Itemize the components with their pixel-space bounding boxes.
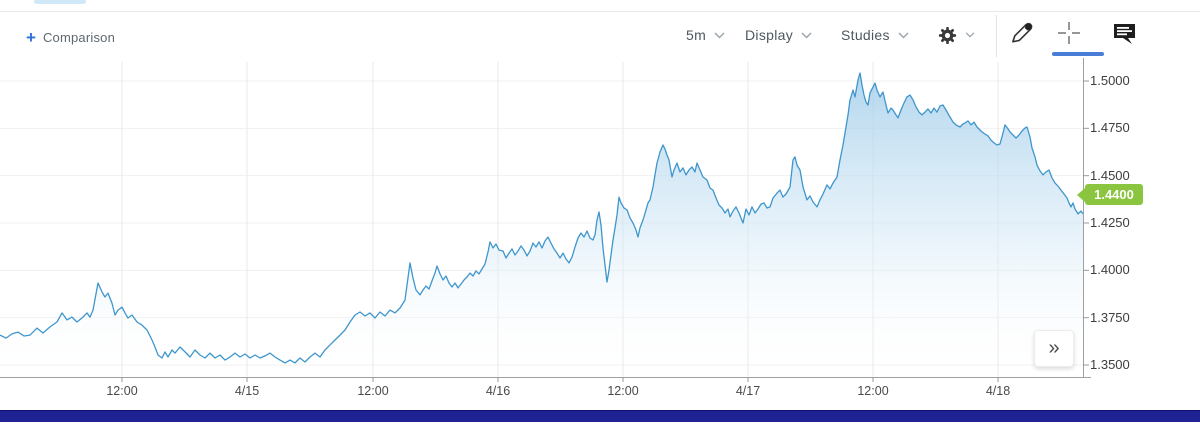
chevron-down-icon [714, 31, 725, 39]
price-axis-label: 1.4000 [1090, 262, 1130, 278]
draw-icon [1008, 20, 1034, 46]
price-line [0, 72, 1084, 364]
studies-dropdown[interactable]: Studies [841, 24, 909, 46]
gear-icon [938, 26, 957, 45]
draw-button[interactable] [1006, 18, 1036, 48]
quote-icon [1112, 22, 1138, 46]
crosshair-button[interactable] [1054, 18, 1084, 48]
display-dropdown[interactable]: Display [745, 24, 812, 46]
crosshair-icon [1055, 19, 1083, 47]
chevron-down-icon [801, 31, 812, 39]
price-axis-label: 1.3750 [1090, 309, 1130, 325]
area-fill [0, 73, 1083, 377]
time-axis-label: 4/18 [985, 384, 1011, 398]
expand-button[interactable]: » [1034, 330, 1074, 367]
toolbar-divider [996, 15, 997, 57]
comparison-label: Comparison [42, 30, 116, 45]
time-axis-label: 12:00 [607, 384, 639, 398]
display-label: Display [745, 27, 794, 43]
settings-dropdown[interactable] [938, 24, 975, 46]
quote-button[interactable] [1110, 19, 1140, 49]
time-axis-label: 12:00 [857, 384, 889, 398]
plus-icon: + [26, 27, 36, 47]
time-axis-label: 4/16 [485, 384, 511, 398]
last-price-value: 1.4400 [1094, 187, 1134, 203]
periodicity-dropdown[interactable]: 5m [686, 24, 725, 46]
studies-label: Studies [841, 27, 890, 43]
price-axis-label: 1.3500 [1090, 357, 1130, 372]
active-tab-remnant[interactable] [34, 0, 86, 4]
axis-ticks [121, 80, 1089, 382]
periodicity-label: 5m [686, 27, 707, 43]
price-axis-label: 1.4500 [1090, 167, 1130, 183]
price-axis-label: 1.4250 [1090, 215, 1130, 230]
last-price-badge: 1.4400 [1077, 184, 1143, 206]
toolbar-top-border [0, 11, 1200, 12]
time-axis-label: 12:00 [357, 384, 389, 398]
price-axis-label: 1.4750 [1090, 120, 1130, 136]
expand-button-label: » [1048, 337, 1060, 359]
bottom-navy-bar [0, 410, 1200, 422]
add-comparison-button[interactable]: + Comparison [26, 27, 116, 47]
price-axis-label: 1.5000 [1090, 73, 1130, 88]
chevron-down-icon [898, 31, 909, 39]
crosshair-active-indicator [1052, 52, 1104, 56]
time-axis-label: 4/17 [735, 384, 761, 398]
time-axis-label: 12:00 [106, 384, 138, 398]
chevron-down-icon [965, 32, 975, 38]
axis-lines [0, 58, 1091, 378]
time-axis-label: 4/15 [234, 384, 260, 398]
